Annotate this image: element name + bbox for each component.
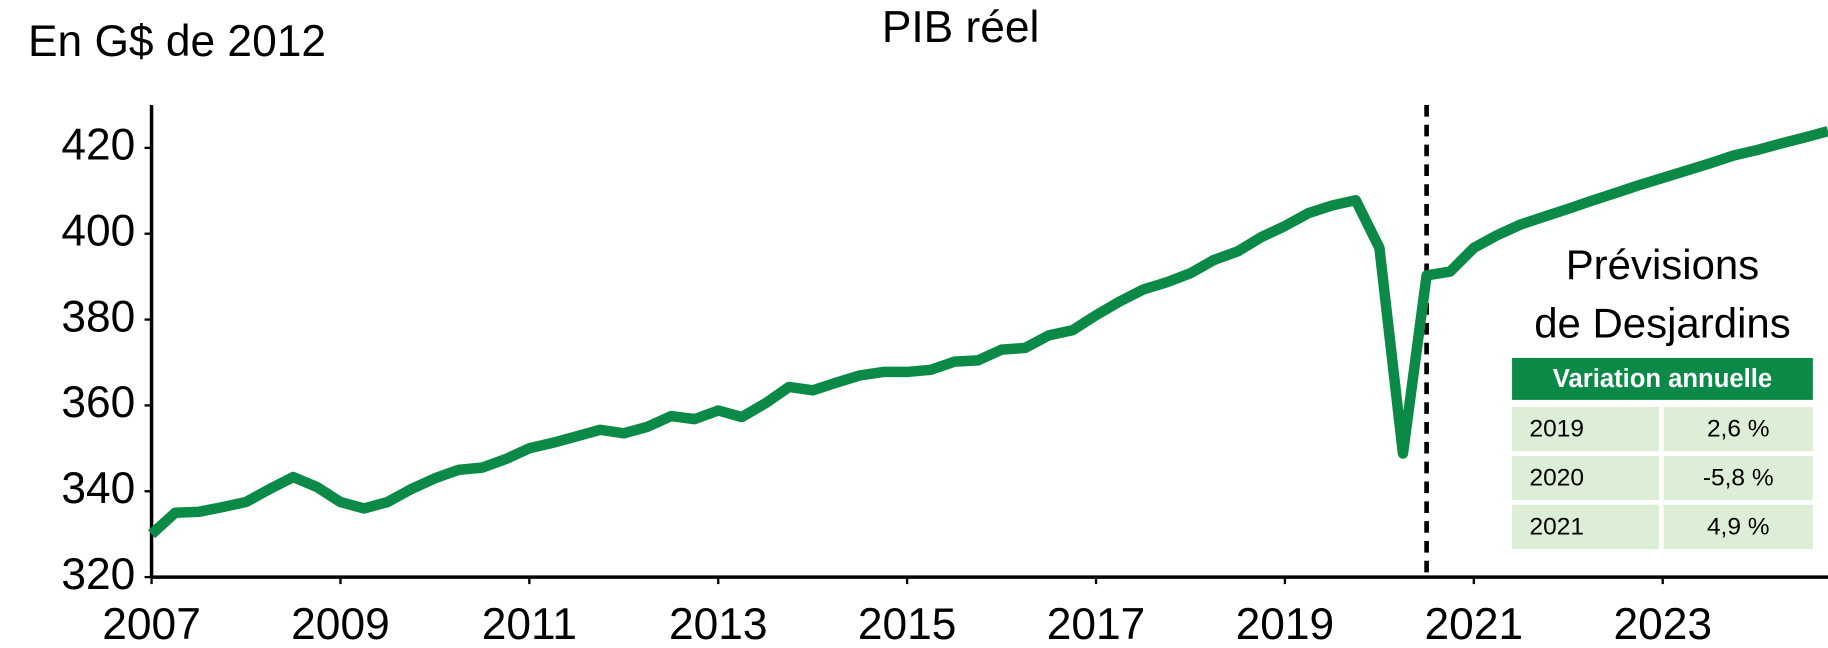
table-year: 2020 (1530, 465, 1584, 492)
chart-title: PIB réel (882, 3, 1040, 52)
x-tick-label: 2011 (482, 600, 577, 648)
y-tick-label: 360 (61, 378, 135, 427)
gdp-line (148, 126, 1828, 539)
table-header: Variation annuelle (1553, 365, 1772, 393)
y-tick-label: 320 (61, 550, 135, 599)
table-cell-bg (1512, 406, 1659, 452)
x-tick-label: 2021 (1425, 600, 1524, 648)
table-value: 4,9 % (1707, 514, 1770, 541)
y-tick-label: 380 (61, 292, 135, 341)
y-tick-label: 400 (61, 206, 135, 255)
y-axis-label: En G$ de 2012 (28, 17, 326, 66)
x-tick-label: 2007 (102, 600, 201, 648)
x-tick-label: 2023 (1613, 600, 1712, 648)
table-cell-bg (1512, 455, 1659, 501)
y-tick-label: 340 (61, 464, 135, 513)
table-cell-bg (1663, 455, 1813, 501)
table-value: 2,6 % (1707, 416, 1770, 443)
x-tick-label: 2013 (669, 600, 768, 648)
x-tick-label: 2017 (1047, 600, 1146, 648)
table-year: 2021 (1530, 514, 1584, 541)
table-value: -5,8 % (1703, 465, 1774, 492)
table-cell-bg (1512, 504, 1659, 550)
forecast-title: Prévisions (1566, 241, 1760, 288)
table-year: 2019 (1530, 416, 1584, 443)
table-cell-bg (1663, 406, 1813, 452)
forecast-title: de Desjardins (1534, 300, 1791, 347)
x-tick-label: 2015 (858, 600, 957, 648)
table-cell-bg (1663, 504, 1813, 550)
table-header-bg (1512, 357, 1813, 400)
x-tick-label: 2019 (1236, 600, 1335, 648)
y-tick-label: 420 (61, 121, 135, 170)
x-tick-label: 2009 (291, 600, 390, 648)
